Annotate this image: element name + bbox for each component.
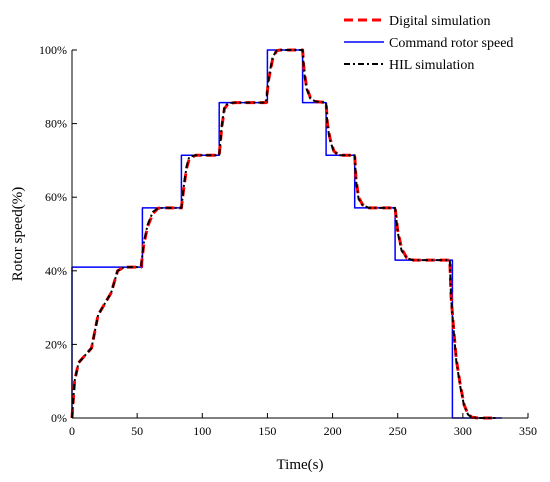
x-tick-label: 250 [389, 424, 407, 438]
plot-area [70, 48, 502, 420]
y-tick-label: 0% [51, 411, 67, 425]
x-tick-label: 50 [131, 424, 143, 438]
y-tick-label: 100% [39, 43, 67, 57]
x-tick-label: 300 [454, 424, 472, 438]
legend-label: Command rotor speed [389, 36, 513, 51]
legend-label: HIL simulation [389, 58, 474, 73]
x-tick-label: 100 [193, 424, 211, 438]
x-tick-label: 0 [69, 424, 75, 438]
y-tick-label: 80% [45, 117, 67, 131]
x-tick-label: 200 [324, 424, 342, 438]
y-tick-label: 60% [45, 190, 67, 204]
x-tick-label: 150 [258, 424, 276, 438]
legend: Digital simulation Command rotor speed HIL… [344, 14, 513, 73]
series-line-command-rotor-speed [71, 49, 502, 419]
series-line-hil-simulation [71, 49, 496, 419]
y-axis-title: Rotor speed(%) [10, 187, 26, 282]
y-tick-label: 20% [45, 337, 67, 351]
x-ticks: 0 50 100 150 200 250 300 350 [69, 413, 537, 438]
series-line-digital-simulation [70, 48, 496, 420]
y-ticks: 0% 20% 40% 60% 80% 100% [39, 43, 77, 425]
x-tick-label: 350 [519, 424, 537, 438]
x-axis-title: Time(s) [277, 457, 324, 473]
legend-label: Digital simulation [389, 14, 491, 29]
axes [71, 50, 528, 419]
y-tick-label: 40% [45, 264, 67, 278]
